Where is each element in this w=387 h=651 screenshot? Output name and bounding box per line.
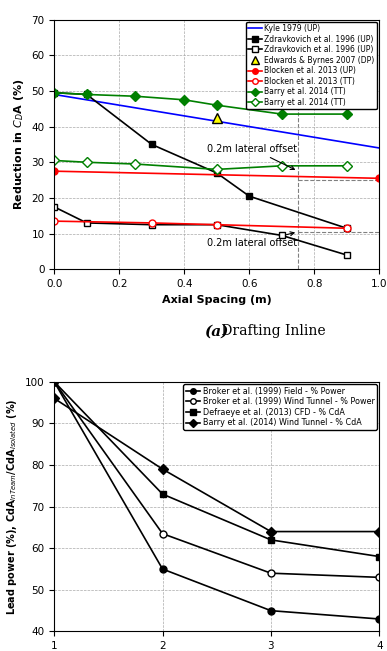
Text: 0.2m lateral offset: 0.2m lateral offset: [207, 144, 297, 169]
Text: Drafting Inline: Drafting Inline: [217, 324, 325, 339]
Y-axis label: Lead power (%), CdA$_{In Team}$/CdA$_{Isolated}$ (%): Lead power (%), CdA$_{In Team}$/CdA$_{Is…: [5, 398, 19, 615]
X-axis label: Axial Spacing (m): Axial Spacing (m): [162, 295, 272, 305]
Legend: Broker et al. (1999) Field - % Power, Broker et al. (1999) Wind Tunnel - % Power: Broker et al. (1999) Field - % Power, Br…: [183, 384, 377, 430]
Text: (a): (a): [205, 324, 229, 339]
Y-axis label: Reduction in $C_D$A (%): Reduction in $C_D$A (%): [12, 79, 26, 210]
Legend: Kyle 1979 (UP), Zdravkovich et al. 1996 (UP), Zdravkovich et al. 1996 (UP), Edwa: Kyle 1979 (UP), Zdravkovich et al. 1996 …: [246, 22, 377, 109]
Text: 0.2m lateral offset: 0.2m lateral offset: [207, 232, 297, 248]
